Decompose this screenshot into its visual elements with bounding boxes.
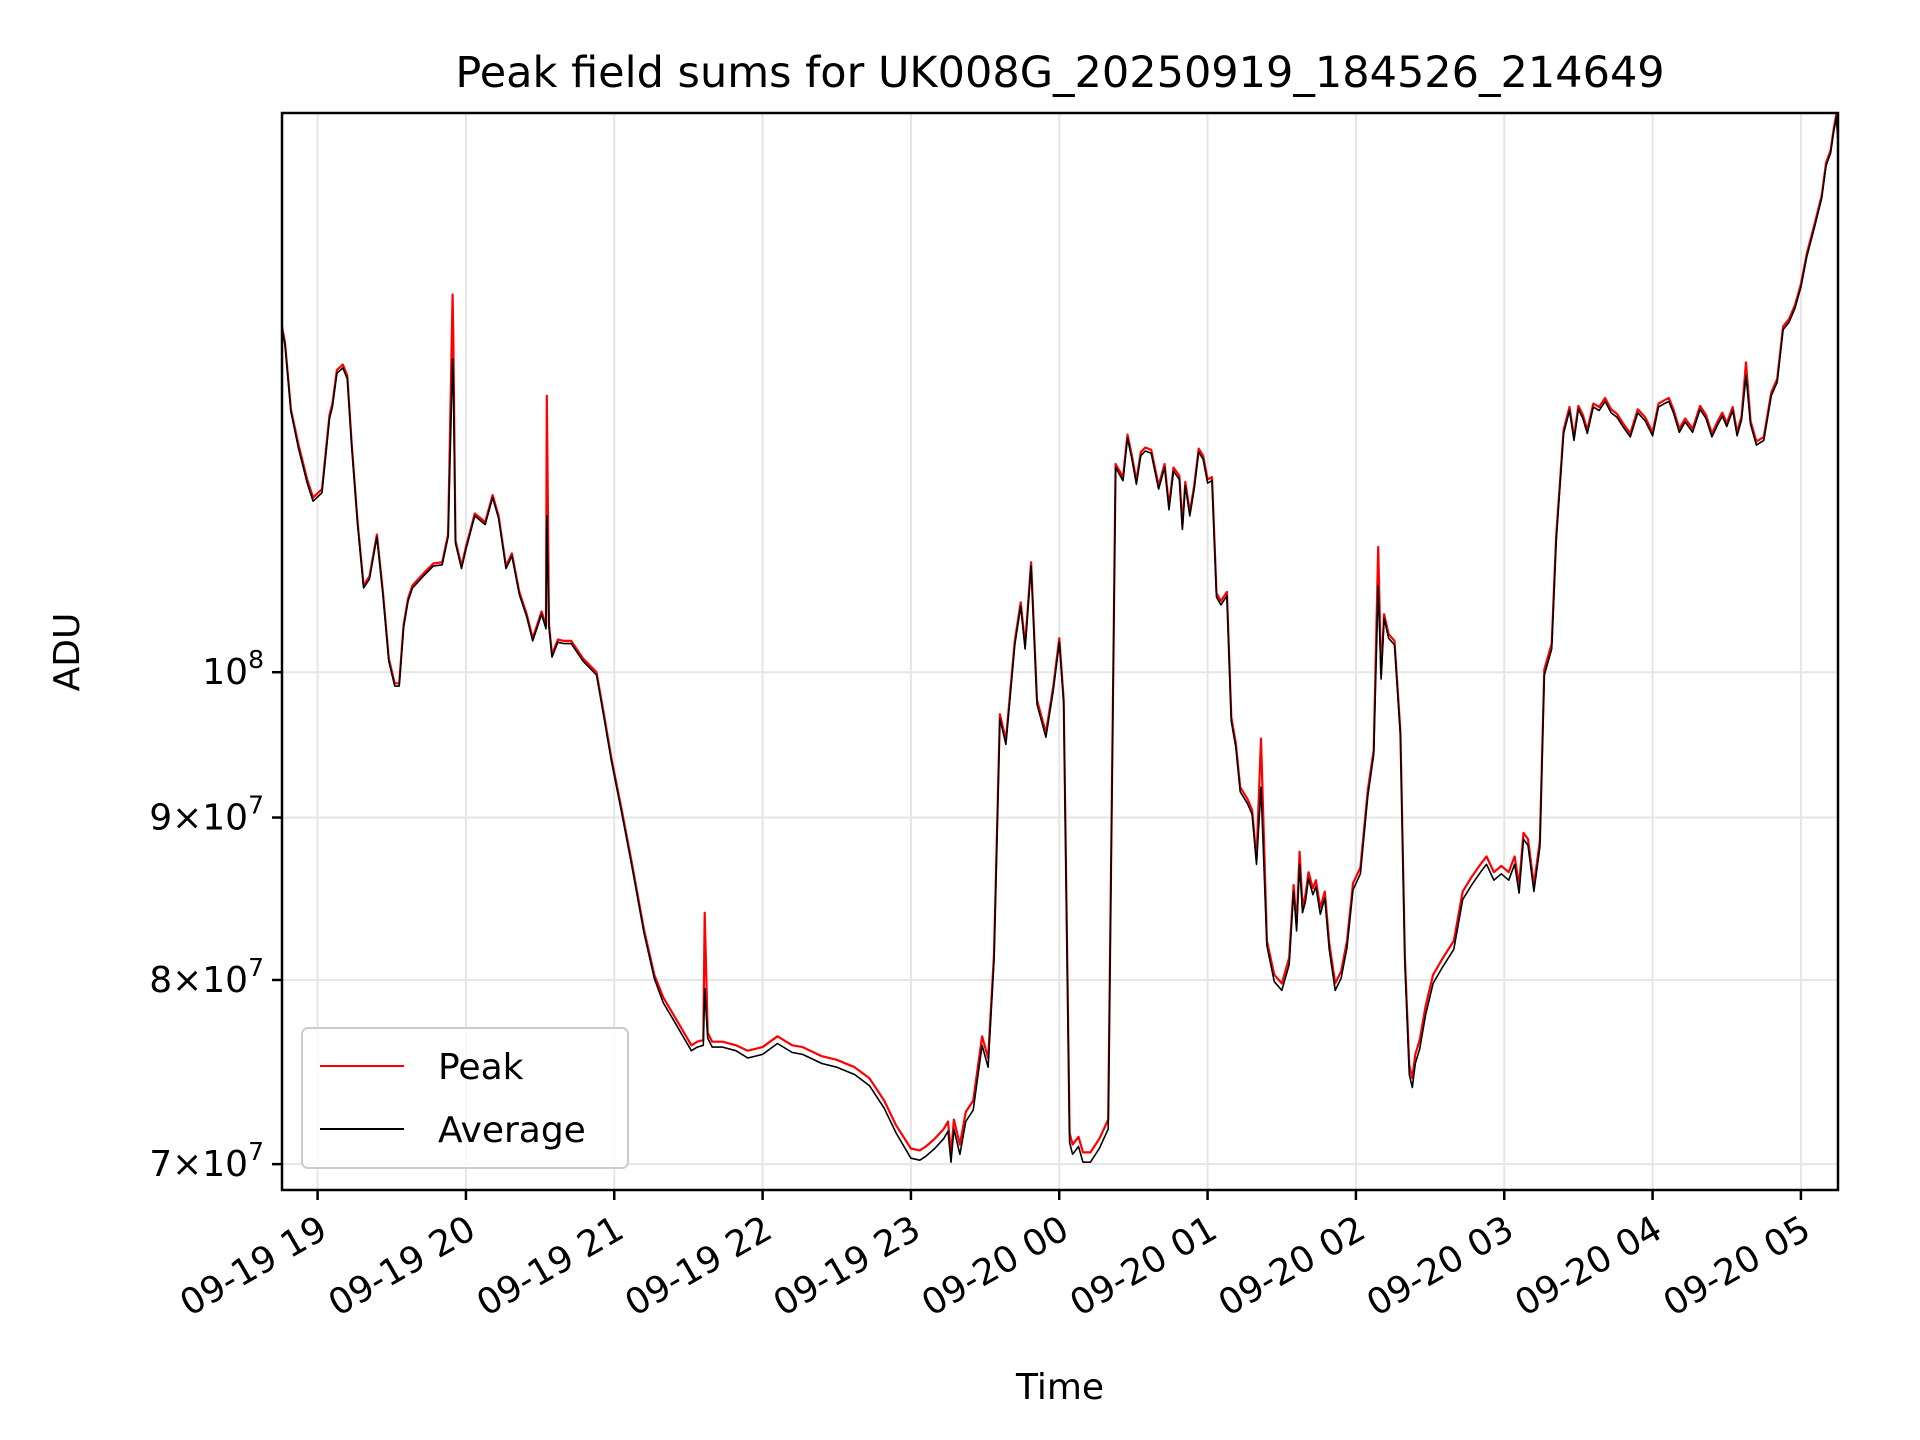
- legend-box: [301, 1027, 629, 1169]
- series-lines: [282, 113, 1838, 1163]
- legend: Peak Average: [301, 1027, 629, 1169]
- y-tick-label: 8×107: [149, 953, 264, 1001]
- y-tick-label: 7×107: [149, 1137, 264, 1185]
- plot-area: [282, 113, 1838, 1163]
- legend-label-average: Average: [438, 1110, 586, 1151]
- legend-label-peak: Peak: [438, 1047, 524, 1088]
- series-line-average: [282, 115, 1838, 1163]
- grid: [282, 113, 1838, 1190]
- y-tick-label: 108: [202, 645, 264, 693]
- x-axis-label: Time: [1015, 1367, 1104, 1408]
- y-axis: 7×107 8×107 9×107 108: [149, 645, 282, 1185]
- y-tick-label: 9×107: [149, 791, 264, 839]
- y-axis-label: ADU: [47, 613, 88, 692]
- chart-title: Peak field sums for UK008G_20250919_1845…: [455, 48, 1664, 98]
